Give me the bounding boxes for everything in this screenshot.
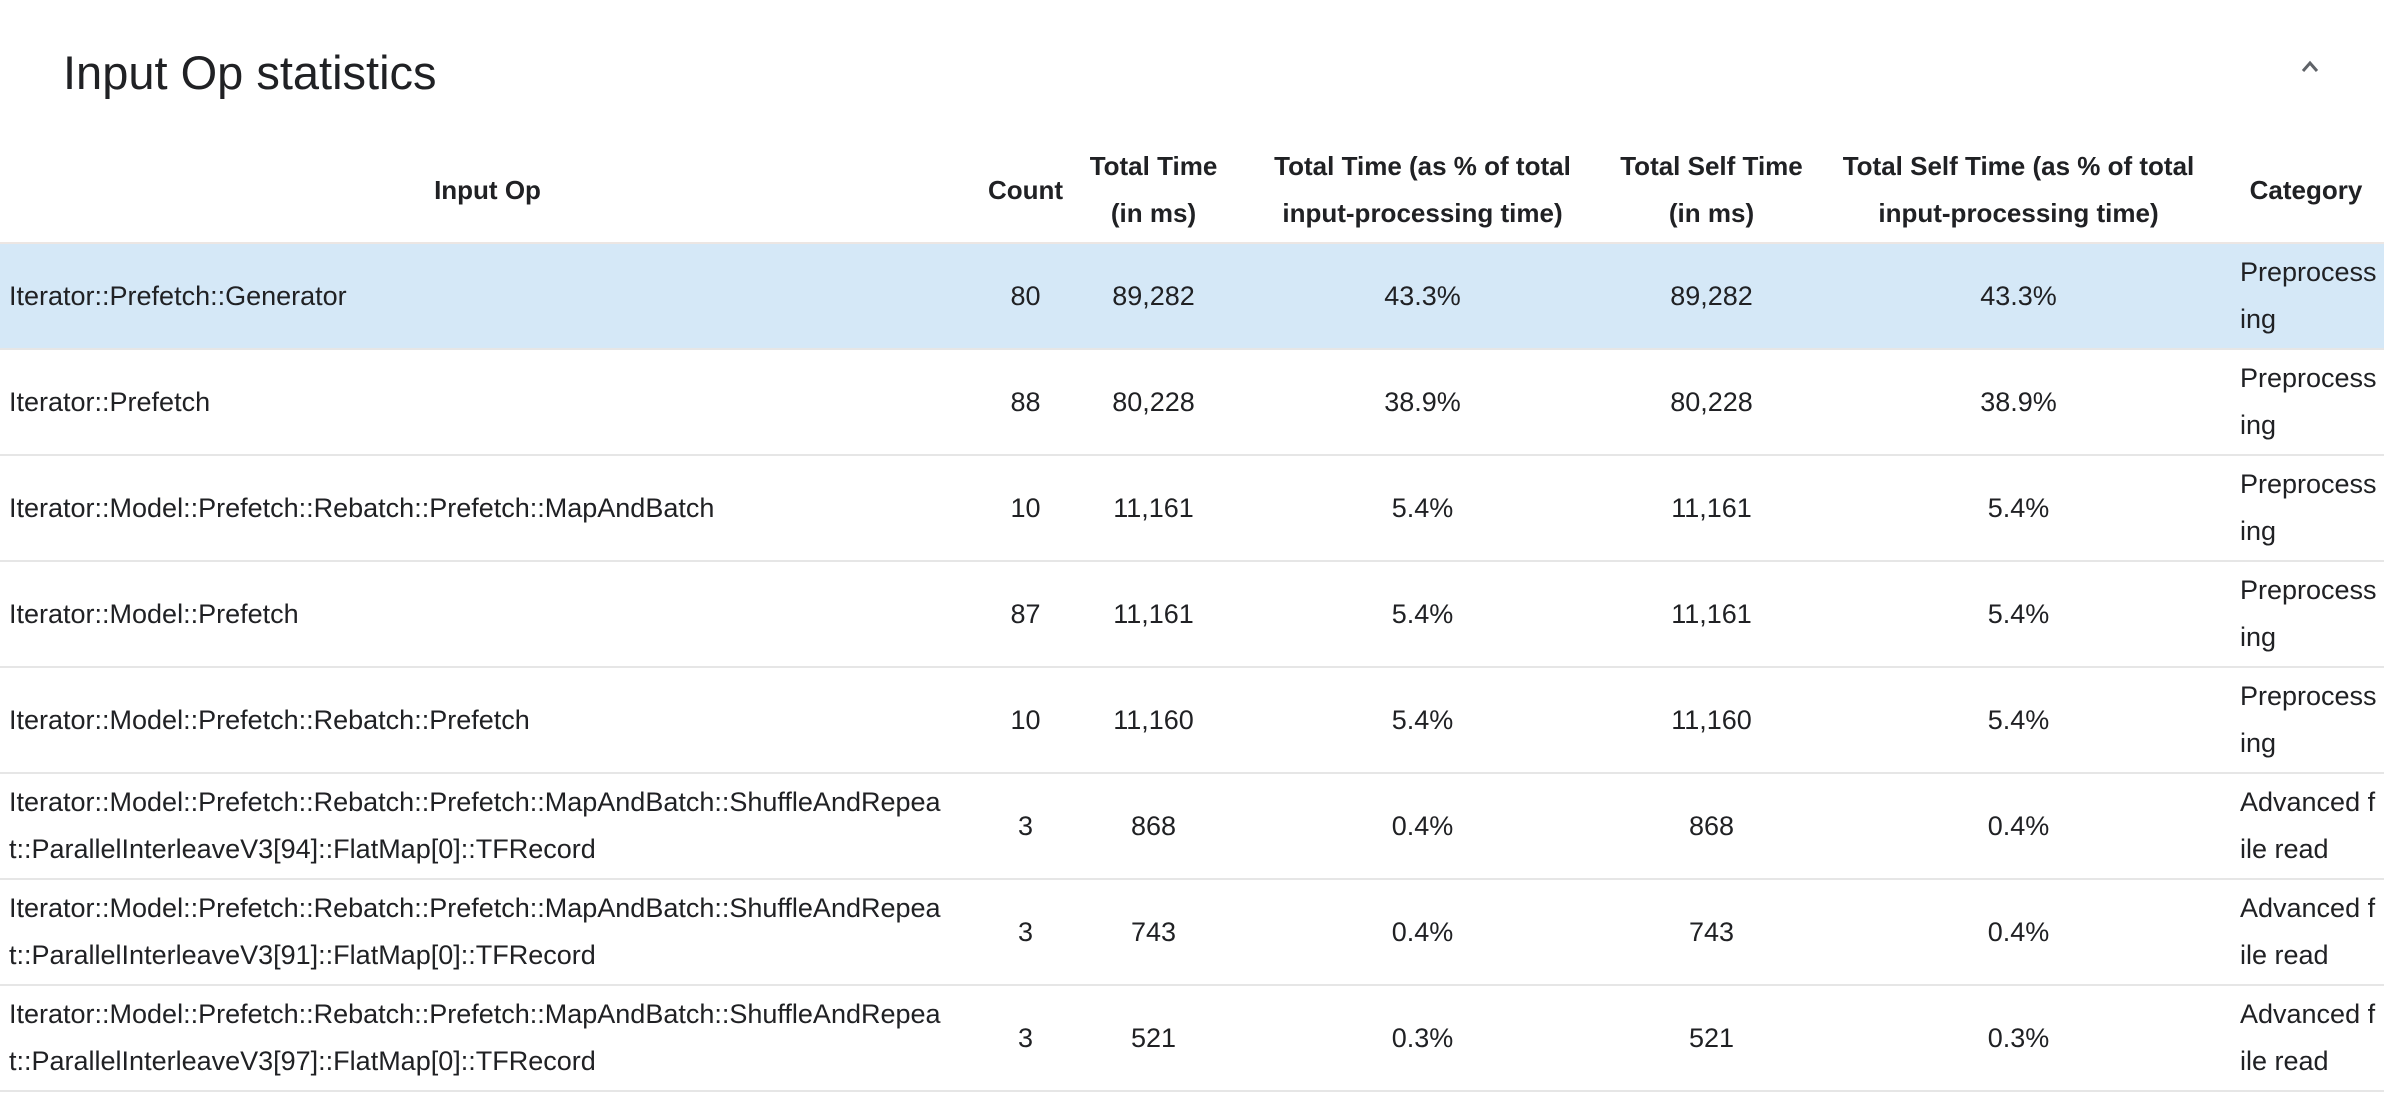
column-header-count[interactable]: Count (975, 138, 1076, 244)
column-header-total-time[interactable]: Total Time (in ms) (1076, 138, 1231, 244)
total-time-cell: 868 (1076, 773, 1231, 880)
column-header-category[interactable]: Category (2228, 138, 2384, 244)
total-time-pct-cell: 5.4% (1231, 561, 1614, 668)
total-time-pct-cell: 38.9% (1231, 349, 1614, 456)
total-time-cell: 89,282 (1076, 243, 1231, 350)
input-op-cell: Iterator::Model::Prefetch::Rebatch::Pref… (0, 667, 975, 774)
table-row[interactable]: Iterator::Prefetch::Generator 80 89,282 43.… (0, 243, 2384, 350)
self-time-cell: 11,160 (1614, 667, 1809, 774)
total-time-pct-cell: 0.3% (1231, 985, 1614, 1092)
count-cell: 3 (975, 879, 1076, 986)
total-time-pct-cell: 0.4% (1231, 879, 1614, 986)
self-time-pct-cell: 0.3% (1809, 985, 2228, 1092)
total-time-pct-cell: 5.4% (1231, 667, 1614, 774)
self-time-pct-cell: 0.4% (1809, 879, 2228, 986)
count-cell: 87 (975, 561, 1076, 668)
self-time-cell: 743 (1614, 879, 1809, 986)
self-time-pct-cell: 5.4% (1809, 455, 2228, 562)
table-row[interactable]: Iterator::Model::Prefetch::Rebatch::Pref… (0, 773, 2384, 880)
total-time-cell: 11,161 (1076, 561, 1231, 668)
count-cell: 10 (975, 455, 1076, 562)
input-op-table: Input Op Count Total Time (in ms) Total … (0, 138, 2384, 1092)
column-header-self-time-pct[interactable]: Total Self Time (as % of total input-pro… (1809, 138, 2228, 244)
table-row[interactable]: Iterator::Prefetch 88 80,228 38.9% 80,228 38.… (0, 349, 2384, 456)
input-op-cell: Iterator::Model::Prefetch::Rebatch::Pref… (0, 879, 975, 986)
total-time-cell: 11,160 (1076, 667, 1231, 774)
input-op-cell: Iterator::Prefetch (0, 349, 975, 456)
total-time-cell: 521 (1076, 985, 1231, 1092)
self-time-pct-cell: 5.4% (1809, 561, 2228, 668)
category-cell: Preprocessing (2228, 561, 2384, 668)
self-time-pct-cell: 0.4% (1809, 773, 2228, 880)
self-time-cell: 80,228 (1614, 349, 1809, 456)
count-cell: 10 (975, 667, 1076, 774)
column-header-self-time[interactable]: Total Self Time (in ms) (1614, 138, 1809, 244)
table-row[interactable]: Iterator::Model::Prefetch::Rebatch::Pref… (0, 985, 2384, 1092)
total-time-pct-cell: 0.4% (1231, 773, 1614, 880)
table-row[interactable]: Iterator::Model::Prefetch 87 11,161 5.4% 11,… (0, 561, 2384, 668)
self-time-cell: 521 (1614, 985, 1809, 1092)
category-cell: Preprocessing (2228, 243, 2384, 350)
table-row[interactable]: Iterator::Model::Prefetch::Rebatch::Pref… (0, 879, 2384, 986)
total-time-cell: 743 (1076, 879, 1231, 986)
column-header-input-op[interactable]: Input Op (0, 138, 975, 244)
category-cell: Advanced file read (2228, 773, 2384, 880)
input-op-cell: Iterator::Model::Prefetch (0, 561, 975, 668)
category-cell: Preprocessing (2228, 455, 2384, 562)
category-cell: Advanced file read (2228, 985, 2384, 1092)
column-header-total-time-pct[interactable]: Total Time (as % of total input-processi… (1231, 138, 1614, 244)
input-op-cell: Iterator::Prefetch::Generator (0, 243, 975, 350)
category-cell: Preprocessing (2228, 667, 2384, 774)
input-op-cell: Iterator::Model::Prefetch::Rebatch::Pref… (0, 455, 975, 562)
self-time-cell: 868 (1614, 773, 1809, 880)
category-cell: Advanced file read (2228, 879, 2384, 986)
self-time-pct-cell: 38.9% (1809, 349, 2228, 456)
section-title: Input Op statistics (63, 46, 437, 99)
self-time-cell: 89,282 (1614, 243, 1809, 350)
count-cell: 88 (975, 349, 1076, 456)
self-time-cell: 11,161 (1614, 455, 1809, 562)
total-time-cell: 11,161 (1076, 455, 1231, 562)
table-header: Input Op Count Total Time (in ms) Total … (0, 138, 2384, 244)
count-cell: 3 (975, 985, 1076, 1092)
input-op-cell: Iterator::Model::Prefetch::Rebatch::Pref… (0, 985, 975, 1092)
total-time-pct-cell: 43.3% (1231, 243, 1614, 350)
table-row[interactable]: Iterator::Model::Prefetch::Rebatch::Pref… (0, 667, 2384, 774)
count-cell: 80 (975, 243, 1076, 350)
total-time-pct-cell: 5.4% (1231, 455, 1614, 562)
self-time-cell: 11,161 (1614, 561, 1809, 668)
table-row[interactable]: Iterator::Model::Prefetch::Rebatch::Pref… (0, 455, 2384, 562)
category-cell: Preprocessing (2228, 349, 2384, 456)
count-cell: 3 (975, 773, 1076, 880)
self-time-pct-cell: 5.4% (1809, 667, 2228, 774)
total-time-cell: 80,228 (1076, 349, 1231, 456)
input-op-cell: Iterator::Model::Prefetch::Rebatch::Pref… (0, 773, 975, 880)
self-time-pct-cell: 43.3% (1809, 243, 2228, 350)
chevron-up-icon[interactable] (2294, 50, 2326, 82)
